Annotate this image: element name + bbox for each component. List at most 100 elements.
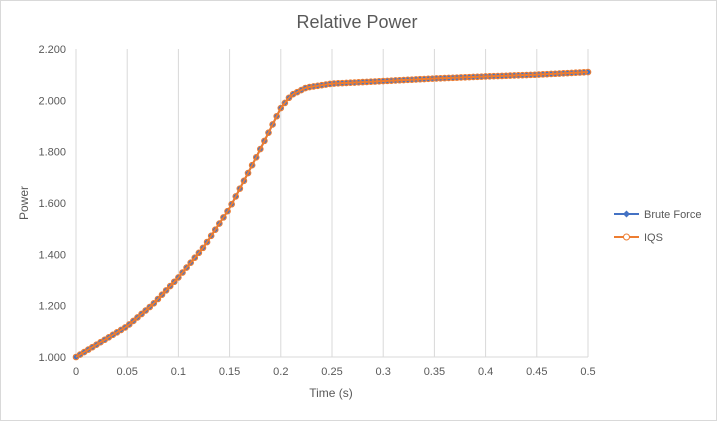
iqs-point <box>547 70 555 78</box>
iqs-point <box>130 317 137 325</box>
iqs-point <box>388 77 395 84</box>
iqs-point <box>175 274 182 281</box>
iqs-point <box>347 79 354 87</box>
x-tick-label: 0.5 <box>580 366 595 378</box>
iqs-point <box>166 282 174 290</box>
iqs-point <box>285 94 293 102</box>
legend-label-brute-force: Brute Force <box>644 209 701 221</box>
iqs-point <box>199 244 207 252</box>
iqs-point <box>302 84 309 92</box>
iqs-point <box>273 112 281 120</box>
iqs-point <box>478 73 485 80</box>
legend-label-iqs: IQS <box>644 232 663 244</box>
iqs-point <box>474 73 481 81</box>
iqs-point <box>142 307 149 314</box>
iqs-point <box>392 77 399 84</box>
iqs-point <box>396 76 403 84</box>
iqs-point <box>457 74 465 81</box>
iqs-point <box>162 287 170 294</box>
iqs-point <box>560 70 567 77</box>
legend-marker-iqs <box>623 233 630 241</box>
x-tick-label: 0.35 <box>424 366 445 378</box>
iqs-point <box>158 291 166 298</box>
x-tick-label: 0 <box>73 366 79 378</box>
iqs-point <box>519 71 526 79</box>
iqs-point <box>351 79 358 86</box>
iqs-point <box>523 71 530 79</box>
iqs-point <box>138 310 145 318</box>
iqs-point <box>334 80 342 87</box>
iqs-point <box>236 185 244 192</box>
x-tick-labels: 0 0.05 0.1 0.15 0.2 0.25 0.3 0.35 0.4 0.45 0.5 <box>73 366 596 378</box>
iqs-point <box>416 75 424 83</box>
y-axis-label: Power <box>17 186 31 220</box>
iqs-point <box>318 81 326 89</box>
iqs-point <box>363 78 371 86</box>
iqs-point <box>580 69 588 76</box>
iqs-point <box>404 76 412 84</box>
iqs-point <box>576 69 584 76</box>
chart-title: Relative Power <box>296 12 417 32</box>
iqs-point <box>445 74 453 82</box>
y-tick-label: 1.200 <box>38 301 66 313</box>
iqs-point <box>482 73 489 80</box>
iqs-point <box>383 77 391 85</box>
iqs-point <box>568 69 575 77</box>
iqs-point <box>150 300 158 307</box>
iqs-point <box>244 169 252 177</box>
iqs-point <box>343 79 350 87</box>
iqs-point <box>506 72 514 79</box>
iqs-point <box>248 161 256 169</box>
y-tick-label: 1.000 <box>38 352 66 364</box>
x-tick-label: 0.15 <box>219 366 240 378</box>
y-tick-label: 1.600 <box>38 198 66 210</box>
iqs-point <box>535 71 543 78</box>
iqs-point <box>412 76 420 83</box>
iqs-point <box>277 104 285 112</box>
iqs-point <box>527 71 534 79</box>
iqs-point <box>531 71 539 79</box>
iqs-point <box>556 70 563 77</box>
iqs-point <box>367 78 375 85</box>
x-tick-label: 0.4 <box>478 366 493 378</box>
iqs-point <box>400 76 407 84</box>
iqs-point <box>330 80 338 87</box>
iqs-point <box>183 264 190 271</box>
iqs-point <box>543 70 551 78</box>
iqs-point <box>281 99 289 107</box>
iqs-point <box>220 214 227 221</box>
iqs-point <box>584 68 592 76</box>
y-tick-labels: 1.000 1.200 1.400 1.600 1.800 2.000 2.200 <box>38 44 66 364</box>
iqs-point <box>171 278 178 286</box>
iqs-point <box>207 232 215 240</box>
x-tick-label: 0.3 <box>376 366 391 378</box>
series-line-iqs <box>75 71 589 358</box>
iqs-point <box>461 73 469 81</box>
iqs-point <box>224 207 231 215</box>
gridlines <box>75 49 589 357</box>
iqs-point <box>424 75 432 83</box>
x-tick-label: 0.05 <box>116 366 137 378</box>
iqs-point <box>338 79 346 87</box>
iqs-point <box>125 321 133 328</box>
x-tick-label: 0.25 <box>321 366 342 378</box>
iqs-point <box>146 303 154 311</box>
iqs-point <box>498 72 506 80</box>
iqs-point <box>134 314 141 321</box>
iqs-point <box>420 75 428 83</box>
iqs-point <box>465 73 473 81</box>
iqs-point <box>310 83 317 90</box>
x-axis-label: Time (s) <box>309 386 353 400</box>
iqs-point <box>429 75 436 82</box>
iqs-point <box>203 238 211 246</box>
x-tick-label: 0.2 <box>273 366 288 378</box>
iqs-point <box>322 81 330 88</box>
x-tick-label: 0.1 <box>171 366 186 378</box>
iqs-point <box>408 76 416 83</box>
iqs-point <box>486 73 493 80</box>
iqs-point <box>269 121 276 128</box>
y-tick-label: 2.000 <box>38 95 66 107</box>
iqs-point <box>539 71 547 78</box>
